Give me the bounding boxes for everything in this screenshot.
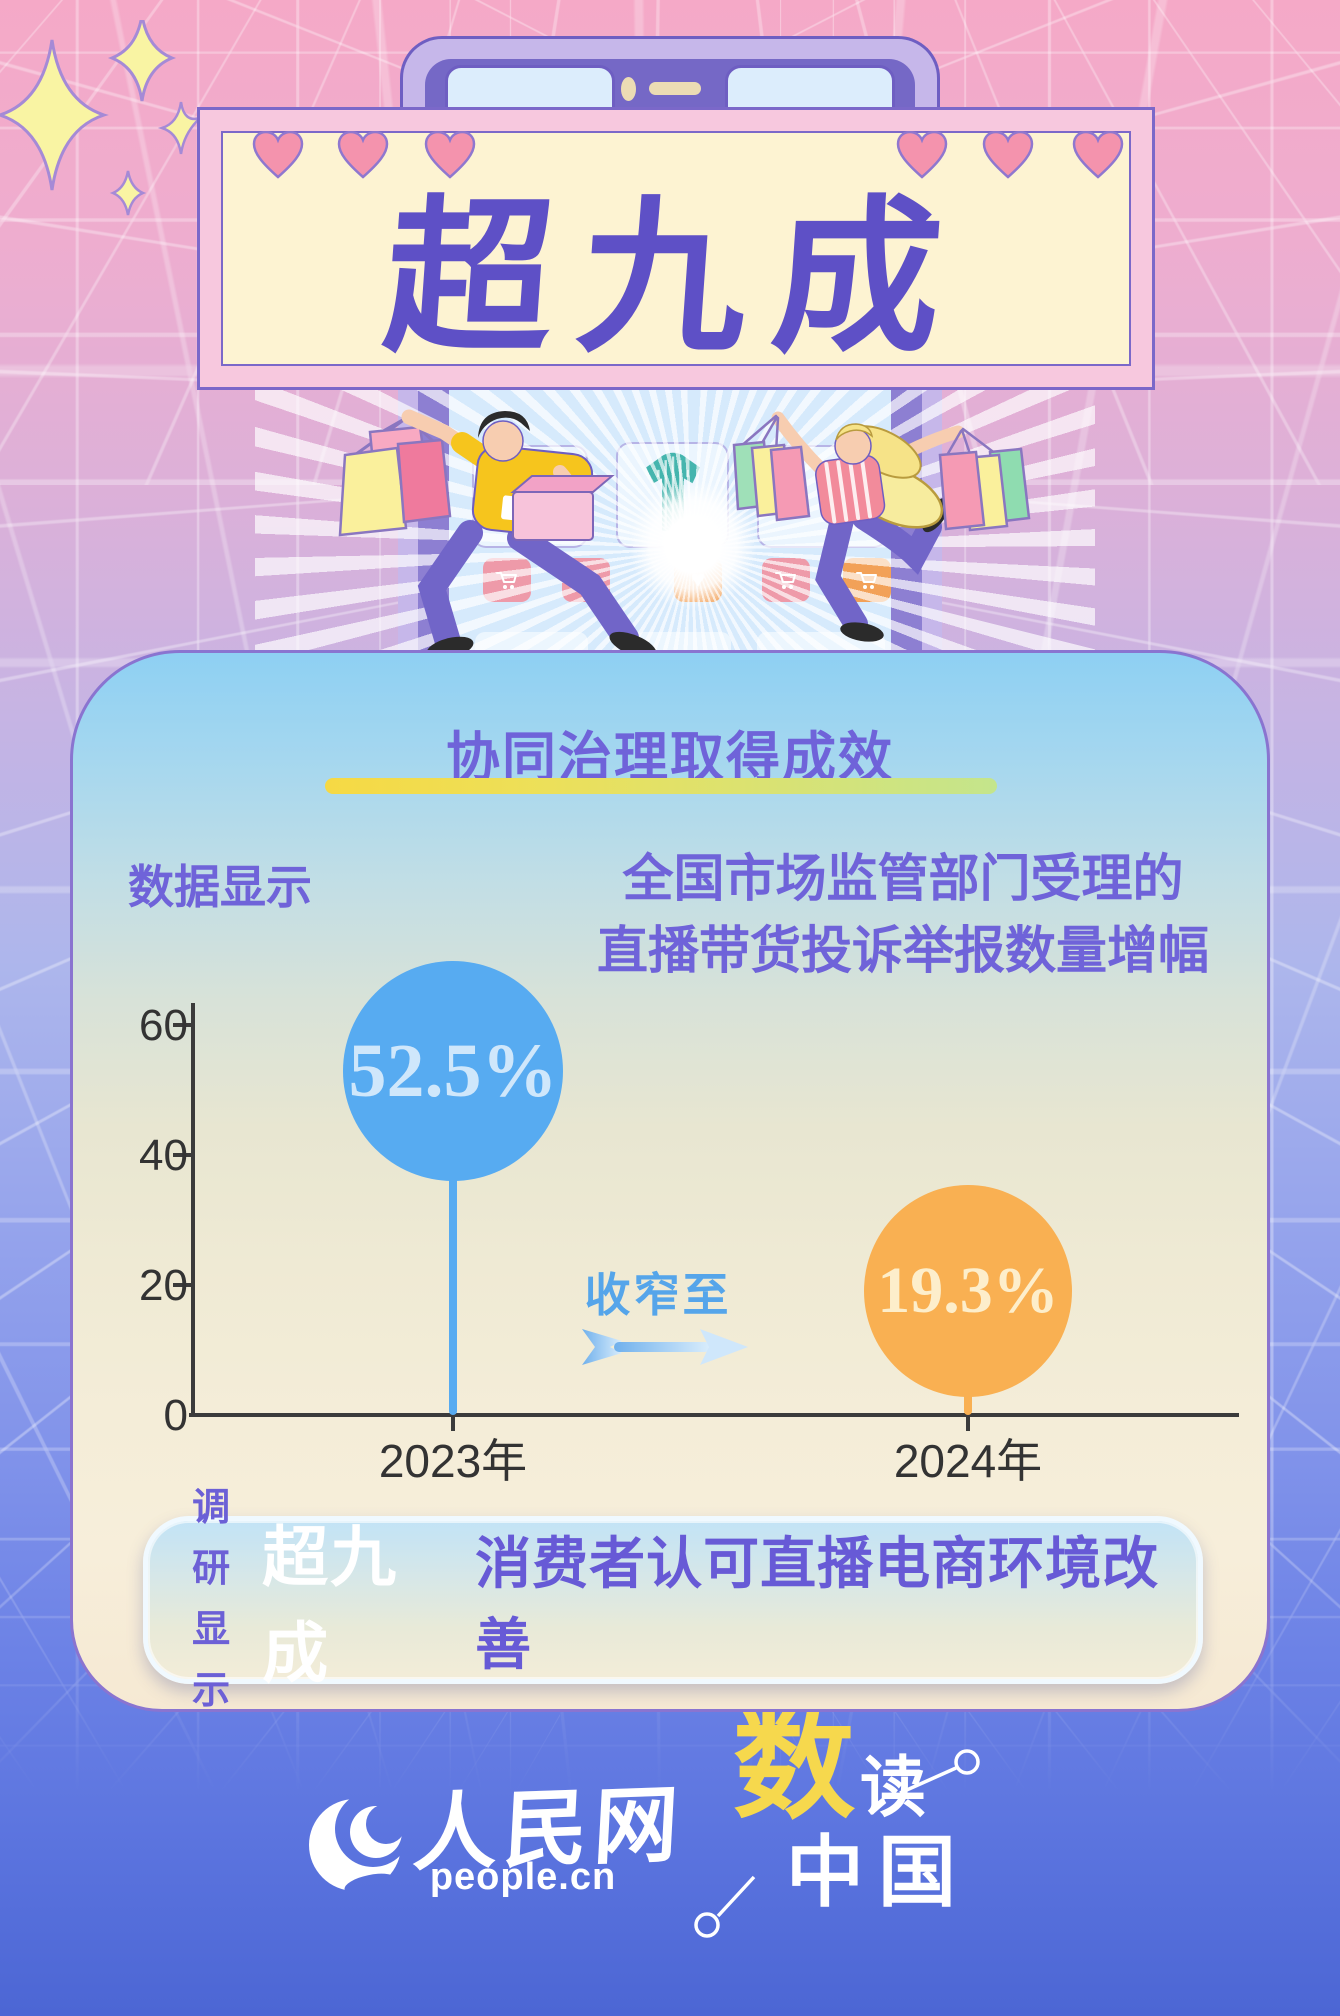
heart-icon [252,131,304,179]
y-axis [191,1003,195,1417]
y-tick-label: 0 [163,1391,188,1440]
sparkle-icon [107,20,177,102]
balloon-string-2023 [449,1175,457,1415]
heart-icon [1072,131,1124,179]
balloon-2023: 52.5% [343,961,563,1181]
heart-icon [424,131,476,179]
headline-banner-inner [221,131,1131,366]
chart-description-line2: 直播带货投诉举报数量增幅 [596,922,1209,980]
x-tick [451,1417,455,1431]
balloon-string-2024 [964,1393,972,1415]
y-tick [173,1153,191,1157]
sparkle-icon [157,101,201,155]
man-shopper [338,409,657,660]
pin-decoration-icons [694,1749,980,1938]
phone-camera-icon [621,77,636,101]
balloon-2024: 19.3% [864,1185,1072,1397]
conclusion-prefix-line2: 显示 [192,1609,231,1712]
conclusion-prefix-line1: 调研 [192,1487,231,1591]
phone-speaker-icon [649,82,701,95]
brand-char-shu: 数 [733,1699,855,1834]
conclusion-prefix: 调研 显示 [174,1478,248,1721]
chart-description: 全国市场监管部门受理的 直播带货投诉举报数量增幅 [573,843,1233,988]
y-tick-label: 40 [139,1131,188,1180]
shopping-illustration: ♥ [0,380,1340,660]
x-axis [189,1413,1239,1417]
arrow-right-icon [582,1329,748,1365]
narrowing-annotation: 收窄至 [584,1269,732,1321]
heart-icon [982,131,1034,179]
conclusion-highlight: 超九成 [262,1520,399,1690]
value-label-2024: 19.3% [877,1254,1059,1327]
heart-icon [896,131,948,179]
data-source-label: 数据显示 [128,861,312,913]
brand-zhongguo: 中国 [786,1829,971,1916]
brand-char-du: 读 [860,1752,926,1825]
conclusion-pill: 调研 显示 超九成 消费者认可直播电商环境改善 [143,1487,1203,1712]
value-label-2023: 52.5% [348,1028,558,1113]
main-card: 协同治理取得成效 数据显示 全国市场监管部门受理的 直播带货投诉举报数量增幅 6… [70,650,1270,1712]
sparkle-icon [109,170,147,216]
headline-title: 超九成 [378,184,974,372]
people-cn-domain: people.cn [429,1856,617,1898]
sparkle-icon [0,39,109,191]
y-tick-label: 60 [139,1001,188,1050]
shoppers-illustration [338,409,1031,660]
x-category-label: 2024年 [893,1435,1043,1487]
x-category-label: 2023年 [378,1435,528,1487]
sparkle-icons [0,20,201,216]
phone-top-illustration [400,36,940,135]
conclusion-text: 消费者认可直播电商环境改善 [475,1532,1160,1676]
headline-banner: 超九成 [197,107,1155,390]
people-cn-logo-icon [300,1788,410,1898]
y-tick [173,1023,191,1027]
heart-icon [337,131,389,179]
y-tick-label: 20 [139,1261,188,1310]
footer: 人民网 people.cn 数 读 中国 [0,1700,1340,2016]
title-underline [325,778,997,794]
y-tick [173,1283,191,1287]
chart-description-line1: 全国市场监管部门受理的 [622,850,1184,907]
x-tick [966,1417,970,1431]
woman-shopper [732,411,1031,642]
